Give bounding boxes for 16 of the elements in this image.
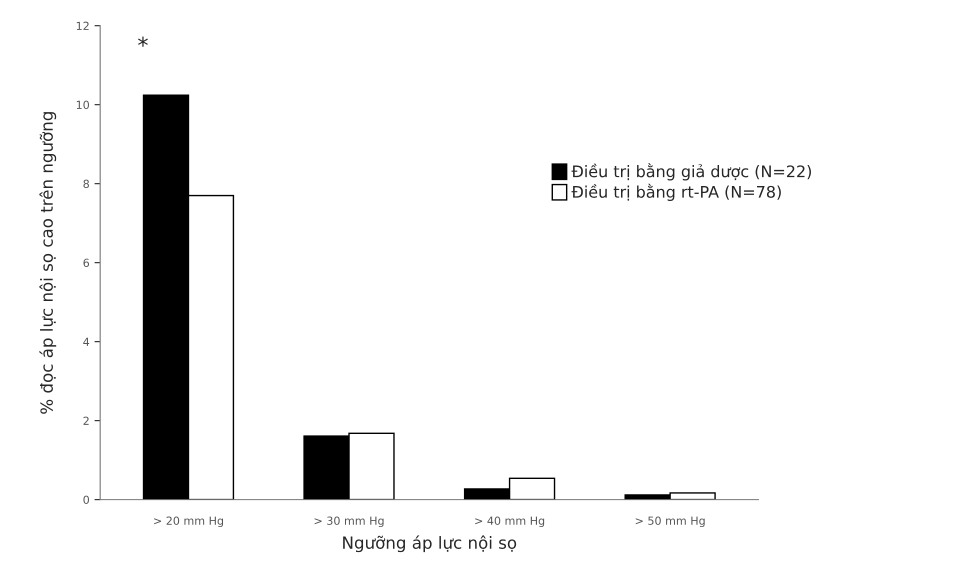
x-tick-label: > 20 mm Hg <box>154 516 224 528</box>
y-tick-label: 10 <box>76 100 90 110</box>
y-tick-label: 2 <box>84 416 89 425</box>
y-tick-label: 4 <box>83 338 90 346</box>
x-tick-label: > 50 mm Hg <box>636 516 705 528</box>
y-axis-title: % đọc áp lực nội sọ cao trên ngưỡng <box>39 112 56 414</box>
x-tick-label: > 40 mm Hg <box>475 516 544 528</box>
legend-label: Điều trị bằng rt-PA (N=78) <box>572 184 781 201</box>
legend-label: Điều trị bằng giả dược (N=22) <box>572 163 811 180</box>
y-tick-label: 0 <box>83 496 90 504</box>
annotation: * <box>138 36 148 47</box>
x-axis-title: Ngưỡng áp lực nội sọ <box>343 535 516 552</box>
y-tick-label: 12 <box>76 22 89 30</box>
x-tick-label: > 30 mm Hg <box>314 516 384 528</box>
y-tick-label: 6 <box>83 258 90 268</box>
y-tick-label: 8 <box>83 180 89 188</box>
